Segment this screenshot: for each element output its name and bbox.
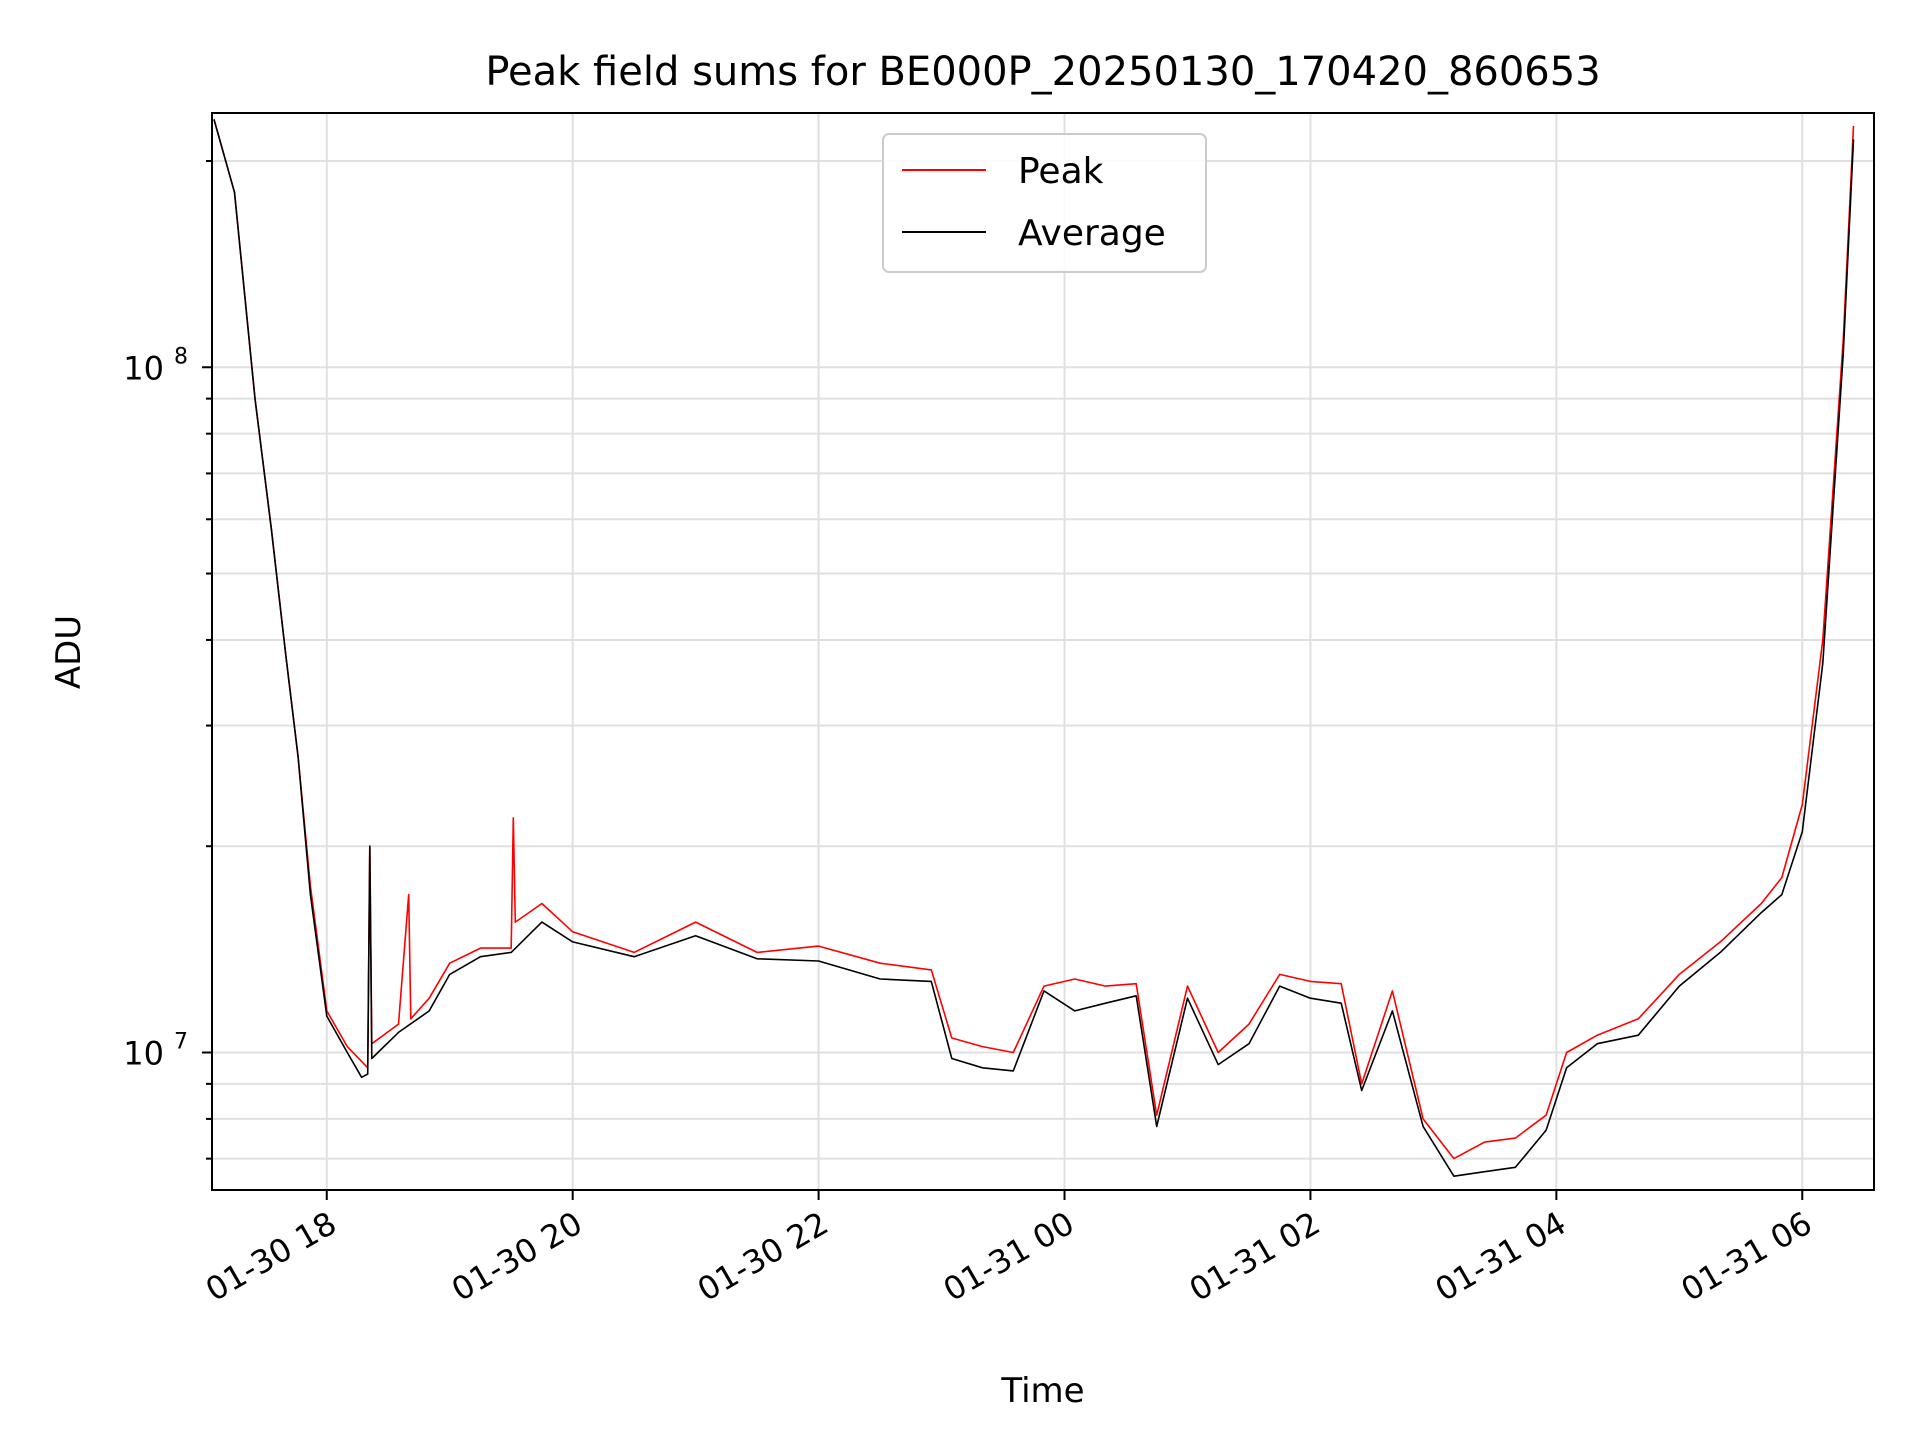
legend-average-label: Average [1018,213,1166,254]
y-axis: 10 7 10 8 [123,159,212,1160]
x-axis-label: Time [1000,1371,1084,1411]
y-tick-label: 10 [123,1035,164,1073]
chart-title: Peak field sums for BE000P_20250130_1704… [485,49,1600,95]
legend-box [882,133,1207,273]
series-line-average [213,119,1855,1177]
series-lines [213,119,1855,1177]
y-tick-label: 10 [123,349,164,387]
y-tick-label-exponent: 8 [174,344,188,369]
y-tick-label-base: 10 [123,1035,164,1073]
legend-peak-label: Peak [1018,151,1104,192]
y-tick-label-exponent: 7 [174,1030,188,1055]
y-axis-label: ADU [49,615,89,689]
plot-frame [211,112,1875,1191]
y-tick-label-base: 10 [123,349,164,387]
grid [212,113,1874,1190]
legend: Peak Average [882,133,1207,273]
